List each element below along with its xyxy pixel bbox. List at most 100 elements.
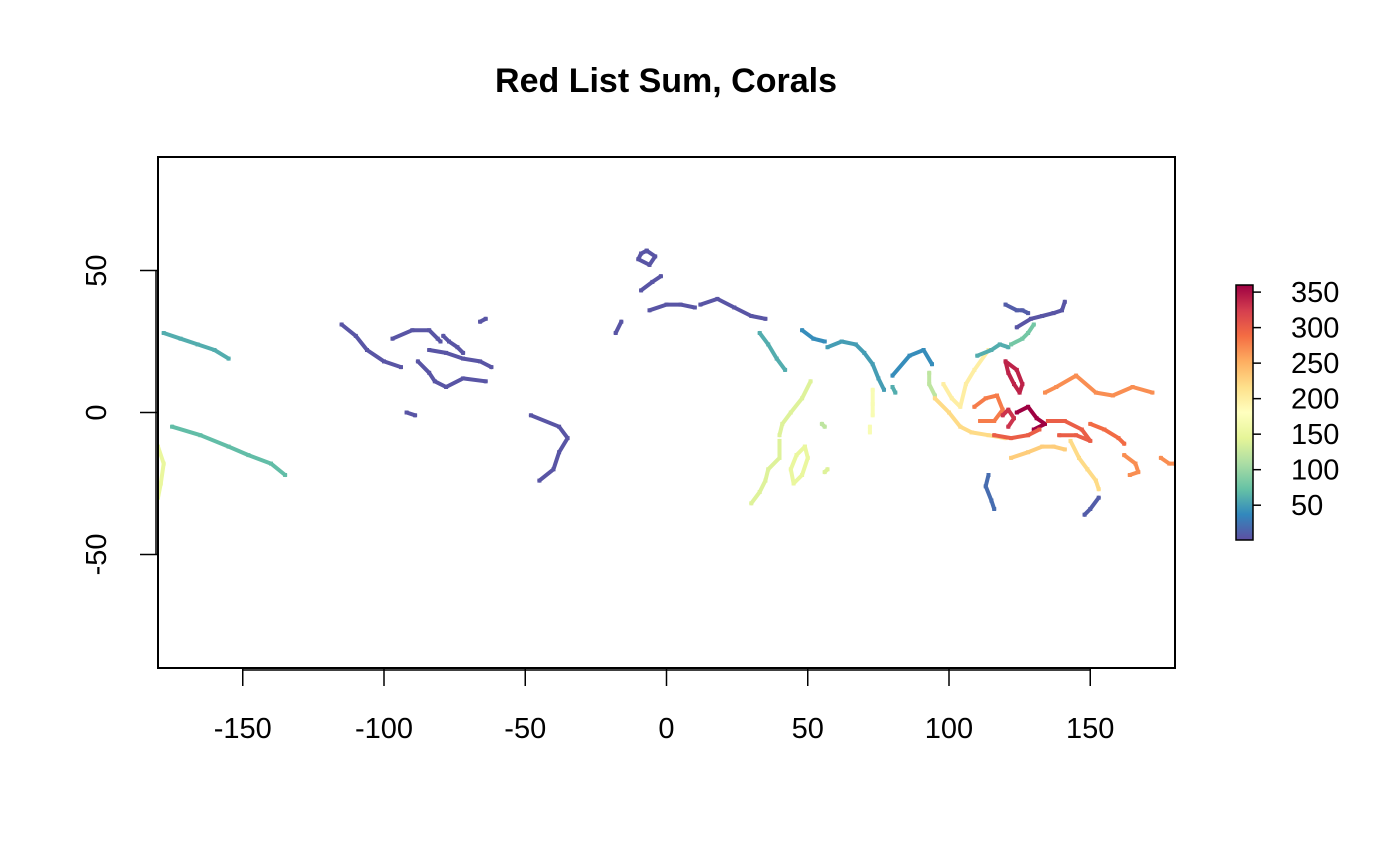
region-cell — [455, 345, 460, 350]
region-33 — [1014, 404, 1047, 432]
region-cell — [1028, 316, 1033, 321]
region-cell — [1020, 382, 1025, 387]
region-cell — [664, 302, 669, 307]
region-15 — [757, 331, 788, 372]
region-path — [528, 413, 570, 483]
region-cell — [399, 365, 403, 370]
region-cell — [788, 410, 793, 415]
region-cell — [921, 348, 926, 352]
region-30 — [972, 393, 1005, 423]
region-cell — [161, 331, 166, 335]
region-cell — [839, 339, 844, 344]
region-cell — [432, 379, 437, 384]
region-47 — [1082, 495, 1101, 517]
region-cell — [890, 385, 895, 389]
region-cell — [269, 461, 273, 466]
region-path — [158, 444, 166, 500]
legend-colorbar — [1235, 284, 1254, 541]
region-cell — [1017, 390, 1022, 395]
region-cell — [283, 473, 288, 477]
region-cell — [1122, 453, 1127, 458]
region-cell — [198, 433, 203, 438]
region-cell — [777, 455, 782, 460]
region-cell — [870, 387, 875, 392]
region-cell — [246, 453, 251, 458]
region-cell — [1014, 367, 1019, 372]
chart-title: Red List Sum, Corals — [495, 62, 837, 100]
region-cell — [698, 302, 703, 307]
region-cell — [1096, 487, 1101, 492]
region-cell — [427, 370, 432, 375]
region-cell — [983, 484, 988, 489]
region-cell — [565, 436, 570, 441]
region-cell — [1088, 507, 1093, 511]
region-cell — [1020, 336, 1025, 341]
region-cell — [478, 319, 483, 324]
region-cell — [1062, 299, 1067, 304]
legend-tick-label: 300 — [1291, 313, 1339, 345]
region-cell — [639, 251, 644, 256]
region-cell — [653, 254, 658, 259]
region-cell — [1085, 467, 1090, 472]
region-cell — [763, 478, 768, 483]
region-path — [1122, 453, 1141, 477]
region-cell — [749, 501, 754, 506]
plot-frame — [157, 156, 1176, 669]
region-43 — [975, 342, 1011, 358]
region-cell — [783, 367, 788, 372]
region-cell — [226, 444, 231, 449]
region-cell — [1012, 382, 1016, 387]
region-path — [1088, 421, 1127, 446]
region-12 — [647, 302, 697, 313]
x-tick-label: 150 — [1066, 713, 1114, 745]
region-cell — [1000, 413, 1005, 418]
region-9 — [528, 413, 570, 483]
region-cell — [1133, 461, 1138, 466]
region-10 — [404, 410, 418, 418]
region-cell — [825, 467, 830, 472]
region-path — [1009, 322, 1036, 347]
x-tick-label: -100 — [355, 713, 413, 745]
region-27 — [927, 370, 937, 398]
region-cell — [1062, 419, 1067, 423]
region-cell — [794, 453, 799, 458]
region-cell — [907, 353, 912, 358]
region-cell — [1057, 433, 1062, 438]
region-cell — [438, 339, 443, 344]
region-cell — [978, 419, 983, 423]
region-cell — [613, 331, 618, 335]
region-cell — [1088, 421, 1093, 426]
region-cell — [1082, 512, 1087, 517]
region-cell — [1060, 308, 1064, 313]
region-38 — [1009, 444, 1067, 460]
region-cell — [870, 402, 875, 406]
region-cell — [983, 396, 988, 401]
region-45 — [1014, 299, 1067, 330]
region-20 — [819, 421, 827, 429]
region-path — [339, 322, 403, 370]
region-cell — [658, 274, 663, 279]
region-cell — [1127, 473, 1132, 477]
region-path — [1043, 373, 1155, 398]
region-5 — [441, 333, 466, 355]
legend-tick-label: 100 — [1291, 455, 1339, 487]
region-cell — [932, 393, 937, 398]
region-cell — [528, 413, 533, 418]
region-path — [1003, 302, 1031, 316]
region-cell — [647, 308, 652, 313]
region-cell — [636, 257, 641, 262]
region-39 — [1068, 438, 1101, 492]
region-cell — [715, 296, 720, 301]
region-cell — [1000, 407, 1005, 412]
region-cell — [791, 481, 796, 486]
region-cell — [927, 370, 932, 375]
region-path — [390, 328, 443, 344]
region-cell — [444, 385, 449, 389]
region-cell — [867, 424, 872, 429]
region-26 — [890, 348, 934, 378]
region-cell — [890, 373, 895, 378]
region-cell — [822, 470, 827, 475]
region-cell — [557, 450, 562, 455]
region-cell — [766, 467, 771, 472]
region-48 — [636, 248, 658, 267]
